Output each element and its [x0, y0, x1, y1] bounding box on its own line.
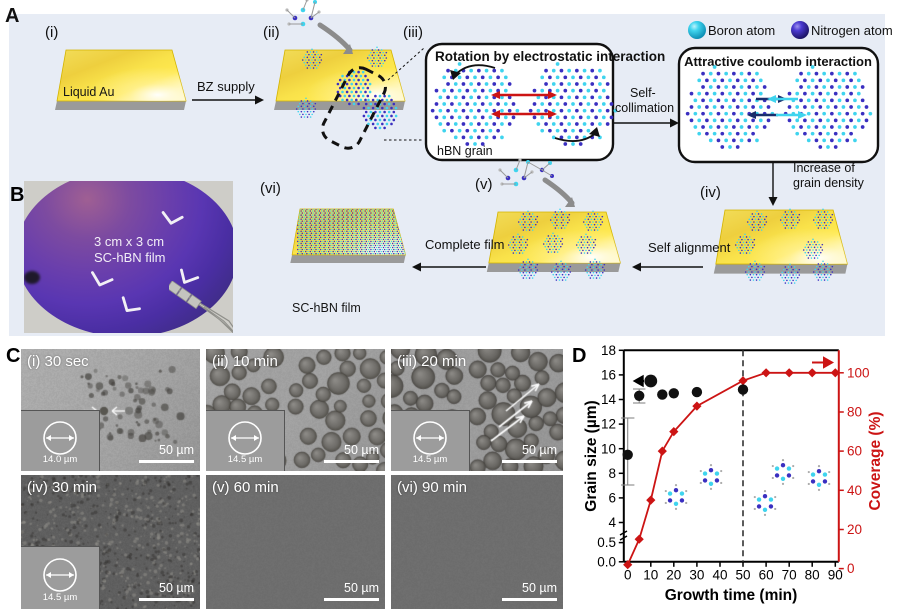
- svg-text:grain density: grain density: [793, 176, 865, 190]
- svg-text:Growth time (min): Growth time (min): [665, 587, 798, 604]
- svg-text:Increase of: Increase of: [793, 161, 855, 175]
- svg-text:Complete film: Complete film: [425, 237, 504, 252]
- svg-text:(ii): (ii): [263, 24, 280, 41]
- svg-text:16: 16: [601, 368, 616, 383]
- svg-text:20: 20: [847, 522, 862, 537]
- svg-text:90: 90: [828, 568, 843, 583]
- svg-text:100: 100: [847, 365, 870, 380]
- svg-text:(iii): (iii): [403, 24, 423, 41]
- svg-text:30: 30: [689, 568, 704, 583]
- svg-text:(v): (v): [475, 176, 493, 193]
- svg-text:80: 80: [805, 568, 820, 583]
- svg-text:70: 70: [782, 568, 797, 583]
- svg-text:40: 40: [712, 568, 727, 583]
- svg-text:8: 8: [608, 466, 616, 481]
- svg-text:4: 4: [608, 515, 616, 530]
- svg-text:50: 50: [735, 568, 750, 583]
- svg-text:Self-: Self-: [630, 86, 656, 100]
- svg-text:60: 60: [847, 444, 862, 459]
- svg-text:A: A: [5, 5, 19, 27]
- svg-text:Rotation by electrostatic inte: Rotation by electrostatic interaction: [435, 49, 665, 64]
- svg-text:10: 10: [643, 568, 658, 583]
- svg-text:60: 60: [759, 568, 774, 583]
- svg-text:SC-hBN film: SC-hBN film: [292, 301, 361, 315]
- svg-text:(iv): (iv): [700, 184, 721, 201]
- svg-text:Grain size (µm): Grain size (µm): [583, 400, 600, 511]
- svg-text:(vi): (vi): [260, 180, 281, 197]
- svg-text:0.5: 0.5: [597, 535, 616, 550]
- svg-text:Nitrogen atom: Nitrogen atom: [811, 23, 893, 38]
- svg-text:18: 18: [601, 343, 616, 358]
- svg-text:0: 0: [847, 561, 855, 576]
- svg-text:0.0: 0.0: [597, 554, 616, 569]
- svg-text:20: 20: [666, 568, 681, 583]
- svg-text:Coverage (%): Coverage (%): [867, 411, 884, 510]
- svg-text:Liquid Au: Liquid Au: [63, 85, 114, 99]
- svg-text:(i): (i): [45, 24, 58, 41]
- svg-text:collimation: collimation: [615, 101, 674, 115]
- svg-text:10: 10: [601, 441, 616, 456]
- svg-text:14: 14: [601, 392, 617, 407]
- svg-text:Attractive coulomb interaction: Attractive coulomb interaction: [684, 54, 872, 69]
- svg-text:Boron atom: Boron atom: [708, 23, 775, 38]
- svg-text:40: 40: [847, 483, 862, 498]
- svg-text:80: 80: [847, 405, 862, 420]
- svg-text:6: 6: [608, 491, 616, 506]
- svg-text:hBN grain: hBN grain: [437, 144, 493, 158]
- svg-text:BZ supply: BZ supply: [197, 79, 255, 94]
- svg-text:12: 12: [601, 417, 616, 432]
- svg-text:Self alignment: Self alignment: [648, 240, 731, 255]
- svg-text:0: 0: [624, 568, 632, 583]
